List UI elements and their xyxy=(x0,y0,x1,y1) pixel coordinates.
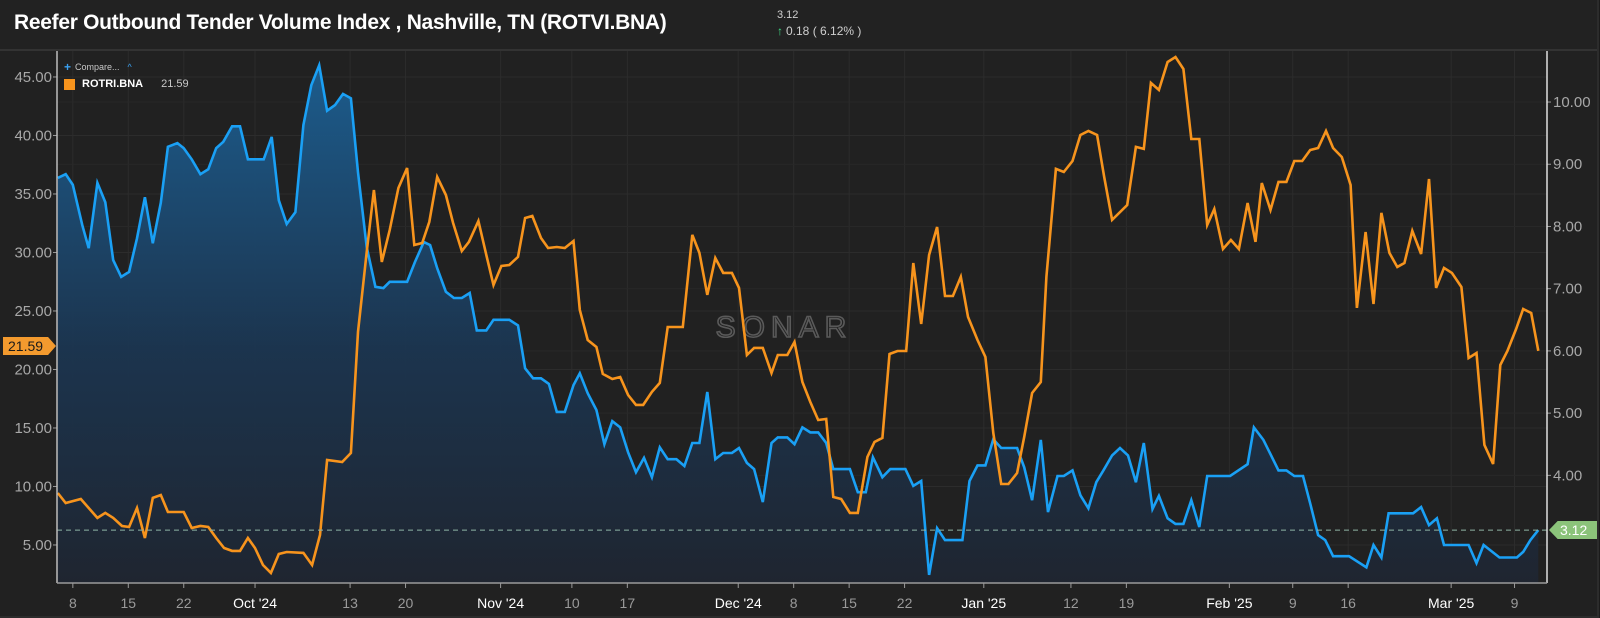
x-tick-label: Oct '24 xyxy=(233,595,277,611)
x-tick-label: 19 xyxy=(1119,595,1135,611)
legend-swatch xyxy=(64,78,75,90)
x-tick-label: 15 xyxy=(841,595,857,611)
legend: + Compare... ^ ROTRI.BNA 21.59 xyxy=(64,60,189,90)
chart-header: Reefer Outbound Tender Volume Index , Na… xyxy=(0,0,1597,51)
series-area-rotvi-bna xyxy=(57,65,1539,584)
series-line-rotvi-bna xyxy=(57,60,1540,576)
compare-label: Compare... xyxy=(75,62,120,72)
y-tick-label-right: 6.00 xyxy=(1553,343,1582,360)
y-tick-label-right: 10.00 xyxy=(1553,94,1591,111)
x-tick-label: 22 xyxy=(897,595,913,611)
y-tick-label-right: 9.00 xyxy=(1553,156,1582,173)
change-value: 0.18 ( 6.12% ) xyxy=(786,24,862,38)
x-tick-label: 9 xyxy=(1511,595,1519,611)
last-value: 3.12 xyxy=(777,9,799,21)
x-tick-label: Mar '25 xyxy=(1428,595,1474,611)
x-tick-label: 10 xyxy=(564,595,580,611)
x-tick-label: 20 xyxy=(398,595,414,611)
x-tick-label: 8 xyxy=(790,595,798,611)
rotvi-last-value-tag: 3.12 xyxy=(1549,521,1597,539)
y-tick-label-left: 10.00 xyxy=(14,478,52,495)
y-tick-label-left: 15.00 xyxy=(14,420,52,437)
up-arrow-icon: ↑ xyxy=(777,24,783,38)
y-tick-label-right: 8.00 xyxy=(1553,218,1582,235)
y-tick-label-right: 4.00 xyxy=(1553,467,1582,484)
legend-item-rotri[interactable]: ROTRI.BNA 21.59 xyxy=(64,78,189,90)
y-tick-label-left: 40.00 xyxy=(14,127,52,144)
y-tick-label-left: 30.00 xyxy=(14,244,52,261)
y-tick-label-right: 5.00 xyxy=(1553,405,1582,422)
x-tick-label: 17 xyxy=(620,595,636,611)
compare-button[interactable]: + Compare... ^ xyxy=(64,60,189,74)
x-tick-label: 13 xyxy=(342,595,358,611)
series-line-rotri-bna xyxy=(56,55,1540,576)
chart-title: Reefer Outbound Tender Volume Index , Na… xyxy=(14,11,667,34)
sonar-watermark: SONAR xyxy=(716,311,853,344)
x-tick-label: Feb '25 xyxy=(1206,595,1252,611)
chevron-up-icon[interactable]: ^ xyxy=(127,62,132,72)
rotri-last-value-tag: 21.59 xyxy=(3,337,56,355)
x-tick-label: 12 xyxy=(1063,595,1079,611)
x-tick-label: Jan '25 xyxy=(961,595,1006,611)
x-tick-label: 8 xyxy=(69,595,77,611)
plus-icon: + xyxy=(64,60,72,74)
x-tick-label: Nov '24 xyxy=(477,595,524,611)
y-tick-label-left: 25.00 xyxy=(14,303,52,320)
y-tick-label-right: 7.00 xyxy=(1553,281,1582,298)
y-tick-label-left: 20.00 xyxy=(14,361,52,378)
y-tick-label-left: 35.00 xyxy=(14,186,52,203)
x-tick-label: 9 xyxy=(1289,595,1297,611)
y-tick-label-left: 45.00 xyxy=(14,69,52,86)
axes: 8 15 22 Oct '24 13 20 Nov '24 10 17 Dec '24 8 15 22 J… xyxy=(14,51,1591,611)
legend-series-name: ROTRI.BNA xyxy=(82,78,144,90)
x-tick-label: 16 xyxy=(1340,595,1356,611)
x-tick-label: 15 xyxy=(121,595,137,611)
change-readout: ↑ 0.18 ( 6.12% ) xyxy=(777,24,861,38)
y-tick-label-left: 5.00 xyxy=(23,537,52,554)
legend-series-value: 21.59 xyxy=(161,78,189,90)
x-tick-label: 22 xyxy=(176,595,192,611)
x-tick-label: Dec '24 xyxy=(715,595,762,611)
series-layer xyxy=(56,55,1547,584)
